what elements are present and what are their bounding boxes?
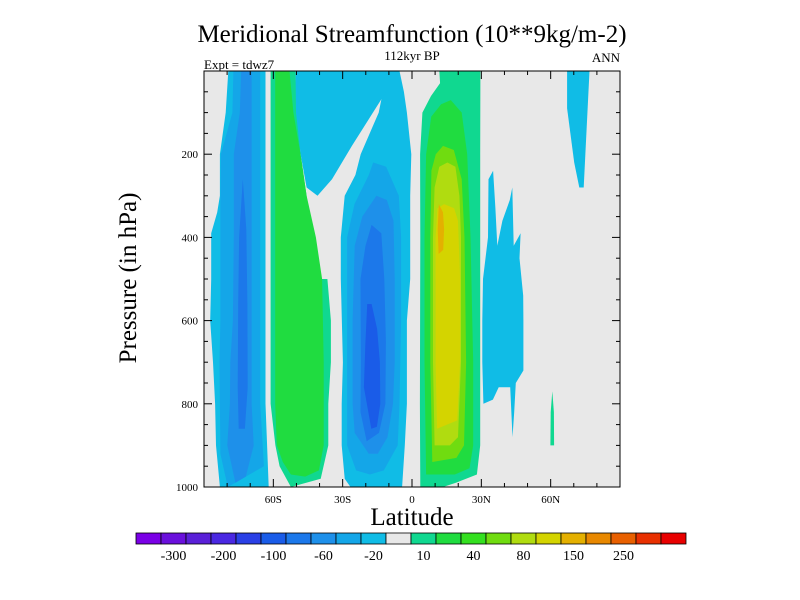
- colorbar-tick-labels: -300 -200 -100 -60 -20 10 40 80 150 250: [161, 549, 634, 564]
- colorbar-swatch: [160, 532, 187, 545]
- contour-fill-layer: [210, 71, 590, 487]
- contour-region-16: [437, 204, 445, 254]
- colorbar-swatch: [210, 532, 237, 545]
- colorbar-swatch: [535, 532, 562, 545]
- colorbar-swatch: [635, 532, 662, 545]
- colorbar-tick-label: -60: [314, 549, 333, 564]
- colorbar-tick-label: -200: [211, 549, 237, 564]
- contour-region-3: [237, 179, 248, 429]
- x-tick-label: 60N: [541, 494, 560, 506]
- y-tick-label: 200: [182, 149, 199, 161]
- colorbar-swatch: [135, 532, 162, 545]
- x-axis-ticks: 60S 30S 0 30N 60N: [265, 71, 560, 506]
- y-tick-label: 400: [182, 232, 199, 244]
- colorbar-swatch: [485, 532, 512, 545]
- colorbar-swatch: [585, 532, 612, 545]
- y-tick-label: 800: [182, 399, 199, 411]
- colorbar-swatch: [235, 532, 262, 545]
- colorbar-swatch: [660, 532, 687, 545]
- colorbar-swatch: [310, 532, 337, 545]
- experiment-label: Expt = tdwz7: [204, 57, 275, 72]
- contour-region-18: [550, 391, 555, 446]
- colorbar-tick-label: -300: [161, 549, 187, 564]
- colorbar-swatch: [460, 532, 487, 545]
- x-tick-label: 30S: [334, 494, 351, 506]
- contour-region-15: [435, 204, 461, 429]
- colorbar-swatch: [285, 532, 312, 545]
- y-tick-label: 600: [182, 316, 199, 328]
- colorbar-tick-label: -100: [261, 549, 287, 564]
- colorbar: [135, 532, 687, 545]
- contour-region-21: [439, 71, 449, 105]
- colorbar-tick-label: -20: [364, 549, 383, 564]
- colorbar-tick-label: 150: [563, 549, 584, 564]
- contour-region-19: [567, 71, 590, 188]
- plot-background: [204, 71, 620, 487]
- period-label: ANN: [592, 50, 621, 65]
- colorbar-tick-label: 10: [417, 549, 431, 564]
- colorbar-swatch: [610, 532, 637, 545]
- contour-region-20: [295, 71, 389, 196]
- chart-subtitle: 112kyr BP: [384, 48, 440, 63]
- colorbar-tick-label: 80: [517, 549, 531, 564]
- chart-title: Meridional Streamfunction (10**9kg/m-2): [197, 21, 626, 48]
- y-tick-label: 1000: [176, 482, 199, 494]
- colorbar-swatch: [560, 532, 587, 545]
- colorbar-tick-label: 250: [613, 549, 634, 564]
- x-axis-label: Latitude: [370, 504, 453, 531]
- contour-region-17: [482, 170, 524, 438]
- colorbar-swatch: [335, 532, 362, 545]
- colorbar-swatch: [510, 532, 537, 545]
- colorbar-swatch: [260, 532, 287, 545]
- colorbar-swatch: [185, 532, 212, 545]
- contour-region-5: [275, 71, 324, 477]
- x-tick-label: 30N: [472, 494, 491, 506]
- x-tick-label: 60S: [265, 494, 282, 506]
- colorbar-swatch: [410, 532, 437, 545]
- minor-tick-layer: [204, 71, 620, 487]
- contour-region-10: [363, 304, 381, 429]
- colorbar-swatch: [435, 532, 462, 545]
- colorbar-swatch: [360, 532, 387, 545]
- x-tick-label: 0: [409, 494, 415, 506]
- colorbar-swatch: [385, 532, 412, 545]
- colorbar-tick-label: 40: [467, 549, 481, 564]
- y-axis-ticks: 200 400 600 800 1000: [176, 149, 620, 494]
- y-axis-label: Pressure (in hPa): [115, 193, 142, 364]
